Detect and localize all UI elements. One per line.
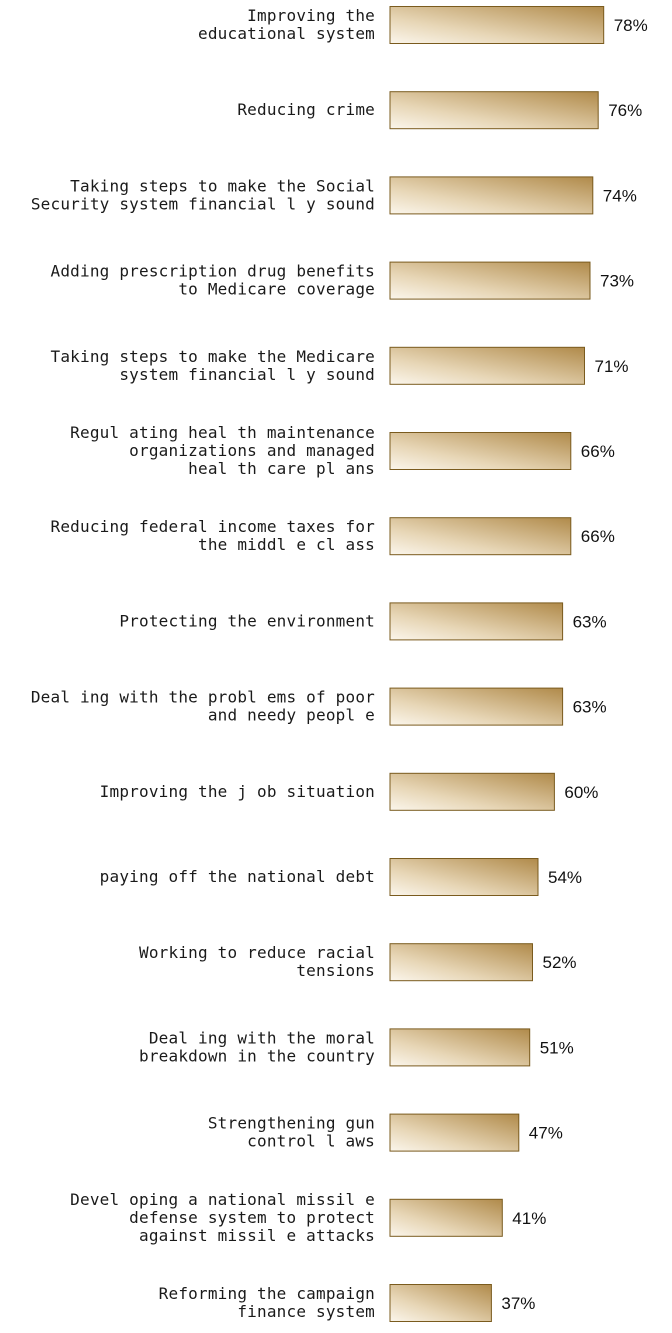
value-label-8: 63% [573, 698, 607, 717]
category-label-line: Reducing crime [237, 100, 375, 119]
category-label-line: system financial l y sound [119, 365, 375, 384]
value-label-13: 47% [529, 1124, 563, 1143]
category-label-line: Regul ating heal th maintenance [70, 423, 375, 442]
category-label-line: tensions [296, 961, 375, 980]
value-label-1: 76% [608, 101, 642, 120]
category-label-line: Improving the j ob situation [100, 782, 375, 801]
bar-7 [389, 602, 564, 641]
value-label-12: 51% [540, 1038, 574, 1057]
category-label-line: finance system [237, 1302, 375, 1321]
category-label-2: Taking steps to make the Social Security … [31, 176, 375, 213]
category-label-line: Taking steps to make the Medicare [51, 347, 375, 366]
category-label-line: Deal ing with the probl ems of poor [31, 688, 375, 707]
value-label-9: 60% [564, 783, 598, 802]
category-label-14: Devel oping a national missil e defense s… [70, 1190, 375, 1245]
value-label-11: 52% [543, 953, 577, 972]
category-label-line: against missil e attacks [139, 1226, 375, 1245]
category-label-line: control l aws [247, 1132, 375, 1151]
category-label-7: Protecting the environment [119, 611, 375, 630]
category-label-0: Improving the educational system [198, 6, 375, 43]
category-label-line: educational system [198, 24, 375, 43]
category-label-8: Deal ing with the probl ems of poor and n… [31, 688, 375, 725]
bar-4 [389, 346, 585, 385]
category-label-line: paying off the national debt [100, 867, 375, 886]
category-label-line: Security system financial l y sound [31, 194, 375, 213]
category-label-3: Adding prescription drug benefits to Medi… [51, 262, 375, 299]
category-label-line: Adding prescription drug benefits [51, 262, 375, 281]
category-label-line: Strengthening gun [208, 1114, 375, 1133]
value-label-3: 73% [600, 272, 634, 291]
category-label-line: the middl e cl ass [198, 535, 375, 554]
value-label-7: 63% [573, 612, 607, 631]
value-label-5: 66% [581, 442, 615, 461]
bar-9 [389, 772, 555, 811]
category-label-line: defense system to protect [129, 1208, 375, 1227]
bar-12 [389, 1028, 531, 1067]
bar-1 [389, 91, 599, 130]
category-label-9: Improving the j ob situation [100, 782, 375, 801]
category-label-line: organizations and managed [129, 441, 375, 460]
category-label-5: Regul ating heal th maintenance organizat… [70, 423, 375, 478]
category-label-12: Deal ing with the moral breakdown in the … [139, 1028, 375, 1065]
category-label-line: Devel oping a national missil e [70, 1190, 375, 1209]
category-label-line: Reforming the campaign [159, 1284, 375, 1303]
bar-3 [389, 261, 591, 300]
bar-5 [389, 432, 572, 470]
value-label-10: 54% [548, 868, 582, 887]
category-label-line: Improving the [247, 6, 375, 25]
category-label-4: Taking steps to make the Medicare system … [51, 347, 375, 384]
bar-13 [389, 1113, 520, 1152]
bar-6 [389, 517, 572, 556]
bar-group: 78% Improving the educational system 76% Red… [31, 6, 648, 1322]
value-label-6: 66% [581, 527, 615, 546]
category-label-line: breakdown in the country [139, 1046, 375, 1065]
category-label-line: and needy peopl e [208, 706, 375, 725]
value-label-14: 41% [512, 1209, 546, 1228]
category-label-6: Reducing federal income taxes for the mid… [51, 517, 376, 554]
bar-11 [389, 943, 533, 982]
category-label-line: Reducing federal income taxes for [51, 517, 376, 536]
bar-14 [389, 1198, 503, 1237]
category-label-1: Reducing crime [237, 100, 375, 119]
category-label-10: paying off the national debt [100, 867, 375, 886]
bar-2 [389, 176, 594, 215]
category-label-line: heal th care pl ans [188, 459, 375, 478]
category-label-line: Deal ing with the moral [149, 1028, 375, 1047]
value-label-0: 78% [614, 16, 648, 35]
category-label-line: to Medicare coverage [178, 280, 375, 299]
bar-15 [389, 1284, 492, 1322]
bar-8 [389, 687, 564, 726]
category-label-line: Taking steps to make the Social [70, 176, 375, 195]
value-label-4: 71% [595, 357, 629, 376]
category-label-15: Reforming the campaign finance system [159, 1284, 375, 1321]
bar-0 [389, 6, 605, 44]
category-label-13: Strengthening gun control l aws [208, 1114, 375, 1151]
category-label-line: Protecting the environment [119, 611, 375, 630]
category-label-line: Working to reduce racial [139, 943, 375, 962]
category-label-11: Working to reduce racial tensions [139, 943, 375, 980]
value-label-15: 37% [501, 1294, 535, 1313]
value-label-2: 74% [603, 186, 637, 205]
bar-10 [389, 858, 539, 896]
